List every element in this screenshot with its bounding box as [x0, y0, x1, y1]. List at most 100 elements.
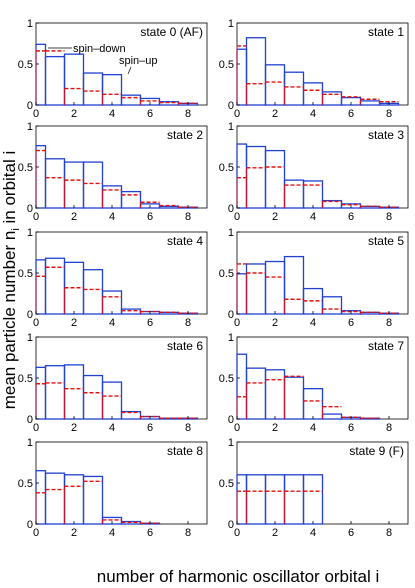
y-tick-label: 0: [228, 100, 234, 112]
panel-title: state 2: [167, 128, 203, 142]
x-tick-label: 2: [71, 211, 77, 223]
x-tick-label: 2: [272, 422, 278, 434]
y-tick-label: 1: [228, 121, 234, 133]
x-tick-label: 2: [272, 527, 278, 539]
x-tick-label: 6: [348, 108, 354, 120]
y-tick-label: 1: [27, 18, 33, 30]
y-tick-label: 0: [27, 203, 33, 215]
x-tick-label: 2: [272, 211, 278, 223]
y-tick-label: 1: [228, 227, 234, 239]
panel-6: 0 2 4 6 8 0 0.5 1 state 6: [18, 332, 208, 434]
panel-9: 0 2 4 6 8 0 0.5 1 state 9 (F): [219, 437, 409, 539]
x-tick-label: 8: [185, 211, 191, 223]
panel-3: 0 2 4 6 8 0 0.5 1 state 3: [219, 121, 409, 223]
x-tick-label: 6: [147, 527, 153, 539]
legend-spin-up: spin–up: [119, 55, 158, 67]
y-tick-label: 0.5: [219, 478, 234, 490]
panel-title: state 1: [368, 25, 404, 39]
y-axis-label-sub: i: [10, 228, 22, 230]
panel-title: state 8: [167, 444, 203, 458]
panel-4: 0 2 4 6 8 0 0.5 1 state 4: [18, 227, 208, 329]
x-tick-label: 0: [234, 422, 240, 434]
panel-title: state 0 (AF): [140, 25, 203, 39]
x-tick-label: 8: [386, 108, 392, 120]
panel-title: state 4: [167, 234, 203, 248]
x-tick-label: 2: [71, 422, 77, 434]
x-tick-label: 8: [386, 317, 392, 329]
y-tick-label: 0: [228, 414, 234, 426]
x-tick-label: 4: [109, 422, 115, 434]
x-tick-label: 0: [234, 527, 240, 539]
panel-8: 0 2 4 6 8 0 0.5 1 state 8: [18, 437, 208, 539]
y-axis-label: mean particle number ni in orbital i: [0, 151, 22, 410]
y-tick-label: 1: [27, 121, 33, 133]
x-tick-label: 4: [109, 317, 115, 329]
y-tick-label: 1: [27, 332, 33, 344]
x-tick-label: 4: [109, 527, 115, 539]
x-tick-label: 0: [234, 211, 240, 223]
x-tick-label: 0: [33, 211, 39, 223]
x-tick-label: 6: [348, 317, 354, 329]
x-tick-label: 2: [272, 108, 278, 120]
x-tick-label: 8: [386, 422, 392, 434]
y-axis-label-main: mean particle number n: [0, 231, 19, 410]
y-tick-label: 1: [228, 18, 234, 30]
x-tick-label: 8: [185, 317, 191, 329]
y-tick-label: 0.5: [219, 373, 234, 385]
x-tick-label: 6: [348, 527, 354, 539]
y-tick-label: 0.5: [219, 268, 234, 280]
y-tick-label: 0.5: [219, 162, 234, 174]
panel-title: state 9 (F): [349, 444, 404, 458]
x-tick-label: 2: [272, 317, 278, 329]
panel-title: state 3: [368, 128, 404, 142]
x-tick-label: 6: [147, 211, 153, 223]
x-tick-label: 4: [109, 211, 115, 223]
x-tick-label: 8: [185, 422, 191, 434]
panel-title: state 7: [368, 339, 404, 353]
y-tick-label: 0.5: [18, 478, 33, 490]
x-tick-label: 0: [33, 108, 39, 120]
x-tick-label: 6: [348, 422, 354, 434]
y-tick-label: 0: [27, 519, 33, 531]
panel-title: state 5: [368, 234, 404, 248]
x-tick-label: 0: [33, 317, 39, 329]
x-tick-label: 0: [234, 108, 240, 120]
x-tick-label: 0: [33, 527, 39, 539]
legend-pointer-up: [127, 66, 132, 75]
x-axis-label: number of harmonic oscillator orbital i: [97, 567, 380, 586]
x-tick-label: 8: [386, 211, 392, 223]
x-tick-label: 4: [310, 422, 316, 434]
y-tick-label: 0: [27, 100, 33, 112]
y-tick-label: 0.5: [18, 162, 33, 174]
x-tick-label: 4: [310, 108, 316, 120]
y-tick-label: 0: [228, 519, 234, 531]
spin-up-bar: [283, 255, 305, 315]
x-tick-label: 4: [310, 527, 316, 539]
y-axis-label-tail: in orbital i: [0, 151, 19, 228]
x-tick-label: 6: [147, 317, 153, 329]
panel-1: 0 2 4 6 8 0 0.5 1 state 1: [219, 18, 409, 120]
x-tick-label: 0: [33, 422, 39, 434]
x-tick-label: 4: [109, 108, 115, 120]
y-tick-label: 0.5: [219, 59, 234, 71]
y-tick-label: 1: [228, 332, 234, 344]
y-tick-label: 1: [27, 437, 33, 449]
x-tick-label: 0: [234, 317, 240, 329]
y-tick-label: 0.5: [18, 373, 33, 385]
y-tick-label: 0.5: [18, 59, 33, 71]
y-tick-label: 1: [27, 227, 33, 239]
x-tick-label: 8: [386, 527, 392, 539]
x-tick-label: 2: [71, 527, 77, 539]
x-tick-label: 2: [71, 108, 77, 120]
x-tick-label: 4: [310, 211, 316, 223]
panel-2: 0 2 4 6 8 0 0.5 1 state 2: [18, 121, 208, 223]
panel-5: 0 2 4 6 8 0 0.5 1 state 5: [219, 227, 409, 329]
panel-title: state 6: [167, 339, 203, 353]
spin-up-bar: [321, 296, 343, 315]
y-tick-label: 0: [228, 309, 234, 321]
x-tick-label: 8: [185, 527, 191, 539]
panel-7: 0 2 4 6 8 0 0.5 1 state 7: [219, 332, 409, 434]
